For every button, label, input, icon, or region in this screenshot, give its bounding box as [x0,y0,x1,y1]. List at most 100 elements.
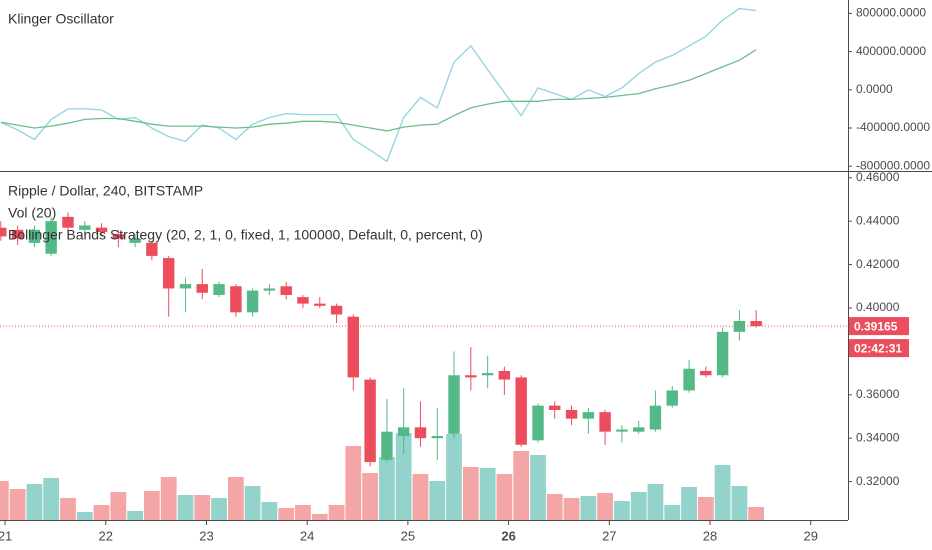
candle-body [112,234,125,239]
candle-body [79,225,91,230]
last-price-label: 0.39165 [854,319,898,333]
candle-body [532,405,544,441]
volume-bar [580,496,597,520]
candle-body [246,290,259,313]
candle-body [465,375,477,378]
candle-body [314,303,326,306]
candle-body [431,436,444,439]
volume-bar [496,474,513,520]
candle-body [364,379,376,463]
volume-bar [513,451,530,520]
volume-bar [345,446,362,520]
y-tick-label: -400000.0000 [856,120,930,134]
candle-body [549,405,561,410]
volume-bar [362,473,379,520]
candle-body [179,284,192,289]
oscillator-title: Klinger Oscillator [8,11,114,27]
volume-bar [630,492,647,520]
y-tick-label: 0.46000 [856,170,900,184]
y-tick-label: 0.34000 [856,430,900,444]
y-tick-label: -800000.0000 [856,158,930,172]
volume-bar [328,505,345,520]
volume-bar [143,491,160,520]
volume-bar [93,505,110,520]
candle-body [649,405,662,430]
candle-body [683,368,695,391]
volume-legend: Vol (20) [8,205,56,221]
y-tick-label: 0.40000 [856,300,900,314]
candle-body [162,258,175,289]
volume-bar [563,498,580,520]
x-tick-label: 25 [401,528,415,543]
candle-body [11,229,24,239]
strategy-legend: Bollinger Bands Strategy (20, 2, 1, 0, f… [8,227,483,243]
volume-bar [597,493,613,520]
candle-body [196,284,208,293]
candle-body [213,284,225,295]
oscillator-line [0,49,757,132]
candle-body [297,297,309,304]
volume-bar [647,484,664,520]
volume-layer [0,433,765,520]
candle-body [230,286,242,313]
volume-bar [60,498,76,520]
volume-bar [681,487,697,520]
volume-bar [731,486,748,520]
volume-bar [614,501,630,520]
candle-body [45,221,57,254]
y-tick-label: 400000.0000 [856,44,926,58]
x-tick-label: 28 [703,528,717,543]
candle-body [397,427,410,437]
x-tick-label: 26 [501,528,515,543]
candle-body [582,412,595,419]
volume-bar [160,477,177,520]
y-tick-label: 800000.0000 [856,6,926,20]
x-tick-label: 21 [0,528,12,543]
candle-body [700,370,712,376]
candle-body [716,331,729,376]
volume-bar [664,505,681,520]
candle-body [62,216,74,228]
candle-body [381,431,393,460]
candle-body [666,390,678,406]
oscillator-line [0,7,757,163]
volume-bar [295,505,311,520]
candle-body [263,288,276,291]
axis-layer: 800000.0000 400000.0000 0.0000 -400000.0000… [0,6,930,544]
last-price-box [849,317,909,336]
volume-bar [311,514,328,520]
y-tick-label: 0.42000 [856,257,900,271]
candle-body [448,375,460,434]
volume-bar [43,478,60,520]
candle-body [28,229,41,243]
symbol-title: Ripple / Dollar, 240, BITSTAMP [8,183,203,199]
volume-bar [395,433,412,520]
candle-body [733,321,746,332]
volume-bar [278,508,295,520]
candle-body [750,321,762,327]
volume-bar [177,495,194,520]
candle-body [565,409,578,419]
candle-body [347,316,360,378]
x-tick-label: 23 [199,528,213,543]
volume-bar [194,495,211,520]
volume-bar [0,481,9,520]
volume-bar [227,477,244,520]
volume-bar [26,484,43,520]
oscillator-layer [0,7,757,163]
candle-body [599,412,611,432]
x-tick-label: 24 [300,528,314,543]
candle-body [146,242,158,256]
countdown-box [849,339,909,358]
volume-bar [76,512,93,520]
candle-body [95,227,108,233]
volume-bar [429,481,446,520]
volume-bar [462,467,479,520]
volume-bar [546,494,563,520]
candle-body [481,373,494,376]
x-tick-label: 27 [602,528,616,543]
candle-body [616,429,628,432]
candle-body [515,377,527,445]
